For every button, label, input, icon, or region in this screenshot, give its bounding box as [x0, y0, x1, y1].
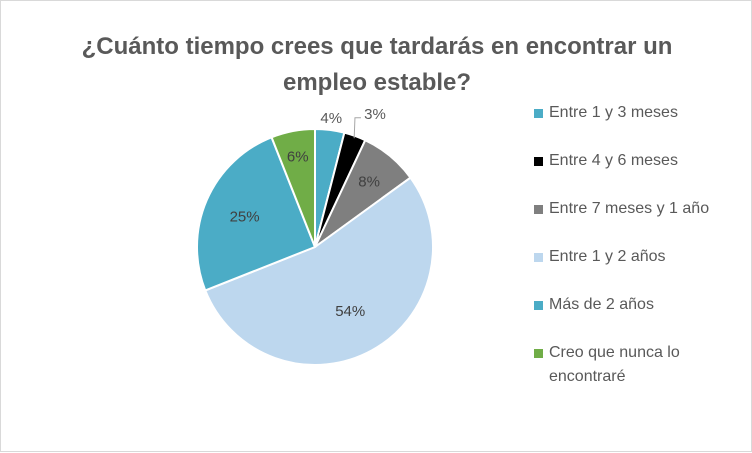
legend-swatch [534, 109, 543, 118]
pie-slice-creo-que-nunca-lo-encontrare [270, 127, 316, 248]
legend-label: Entre 7 meses y 1 año [549, 200, 710, 217]
legend-swatch [534, 157, 543, 166]
legend-label: Más de 2 años [549, 296, 654, 313]
data-label-creo-que-nunca-lo-encontrare: 6% [287, 149, 309, 166]
legend-label: Entre 4 y 6 meses [549, 152, 678, 169]
legend-swatch [534, 205, 543, 214]
data-label-entre-4-y-6-meses: 3% [364, 106, 386, 123]
data-label-entre-1-y-2-anos: 54% [335, 303, 365, 320]
data-label-entre-1-y-3-meses: 4% [320, 110, 342, 127]
legend-swatch [534, 349, 543, 358]
legend-swatch [534, 301, 543, 310]
legend-item-entre-4-y-6-meses: Entre 4 y 6 meses [534, 149, 744, 173]
legend-item-entre-1-y-2-anos: Entre 1 y 2 años [534, 245, 744, 269]
legend-item-entre-7-meses-y-1-ano: Entre 7 meses y 1 año [534, 197, 744, 221]
data-label-leader-line [353, 117, 361, 139]
pie-slice-entre-1-y-2-anos [203, 176, 434, 366]
chart-title: ¿Cuánto tiempo crees que tardarás en enc… [81, 33, 673, 96]
legend-label: Entre 1 y 3 meses [549, 104, 678, 121]
legend-label: Entre 1 y 2 años [549, 248, 666, 265]
legend-item-entre-1-y-3-meses: Entre 1 y 3 meses [534, 101, 744, 125]
legend-swatch [534, 253, 543, 262]
data-label-mas-de-2-anos: 25% [230, 209, 260, 226]
legend-item-creo-que-nunca-lo-encontrare: Creo que nunca lo encontraré [534, 341, 744, 389]
legend-item-mas-de-2-anos: Más de 2 años [534, 293, 744, 317]
data-label-entre-7-meses-y-1-ano: 8% [358, 174, 380, 191]
legend-label: Creo que nunca lo encontraré [549, 344, 680, 385]
pie-slice-mas-de-2-anos [196, 135, 317, 292]
